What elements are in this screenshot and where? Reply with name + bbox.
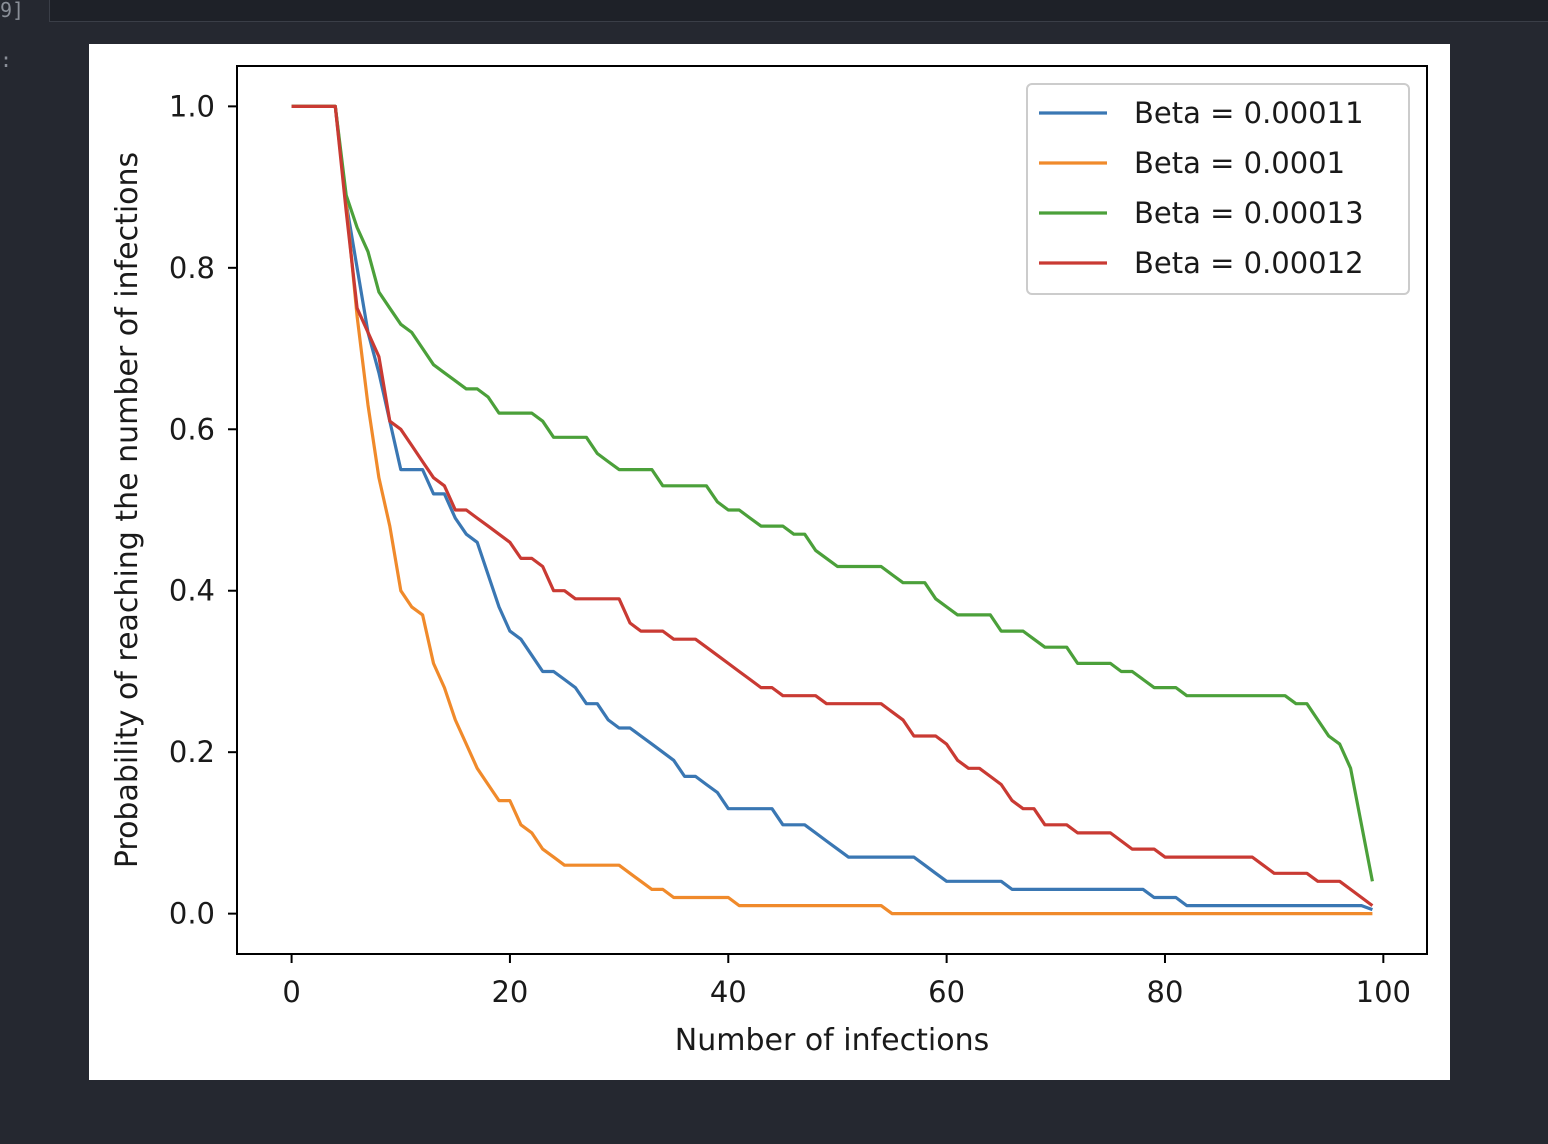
y-tick-label: 0.6 bbox=[169, 412, 215, 446]
x-tick-label: 60 bbox=[928, 975, 965, 1009]
y-tick-label: 0.0 bbox=[169, 897, 215, 931]
y-tick-label: 1.0 bbox=[169, 89, 215, 123]
y-axis-label: Probability of reaching the number of in… bbox=[110, 152, 145, 868]
line-chart: 0 20 40 60 80 100 0.0 0.2 0.4 0.6 0.8 1.0 Number of… bbox=[110, 65, 1428, 1058]
x-tick-label: 80 bbox=[1147, 975, 1184, 1009]
chart-figure: 0 20 40 60 80 100 0.0 0.2 0.4 0.6 0.8 1.0 Number of… bbox=[89, 44, 1450, 1080]
x-tick-label: 100 bbox=[1356, 975, 1411, 1009]
series-line-3 bbox=[291, 104, 1374, 882]
legend: Beta = 0.00011 Beta = 0.0001 Beta = 0.0001… bbox=[1026, 83, 1410, 295]
series-line-2 bbox=[291, 104, 1373, 916]
y-tick-label: 0.4 bbox=[169, 574, 215, 608]
legend-box bbox=[1026, 83, 1410, 295]
y-tick-label: 0.2 bbox=[169, 735, 215, 769]
legend-label: Beta = 0.0001 bbox=[1134, 146, 1345, 180]
y-tick-label: 0.8 bbox=[169, 251, 215, 285]
series-line-4 bbox=[291, 104, 1374, 907]
series-layer bbox=[291, 104, 1374, 916]
legend-label: Beta = 0.00012 bbox=[1134, 246, 1364, 280]
x-tick-label: 40 bbox=[710, 975, 747, 1009]
legend-label: Beta = 0.00013 bbox=[1134, 196, 1364, 230]
legend-label: Beta = 0.00011 bbox=[1134, 96, 1364, 130]
series-line-1 bbox=[291, 104, 1373, 912]
ticks-layer: 0 20 40 60 80 100 0.0 0.2 0.4 0.6 0.8 1.0 bbox=[169, 89, 1411, 1009]
x-axis-label: Number of infections bbox=[675, 1023, 989, 1058]
cell-output-prompt: : bbox=[0, 48, 13, 72]
cell-input-area[interactable] bbox=[49, 0, 1548, 22]
plot-frame bbox=[236, 65, 1428, 955]
x-tick-label: 0 bbox=[282, 975, 300, 1009]
x-tick-label: 20 bbox=[491, 975, 528, 1009]
cell-input-prompt: 9] bbox=[0, 0, 25, 22]
